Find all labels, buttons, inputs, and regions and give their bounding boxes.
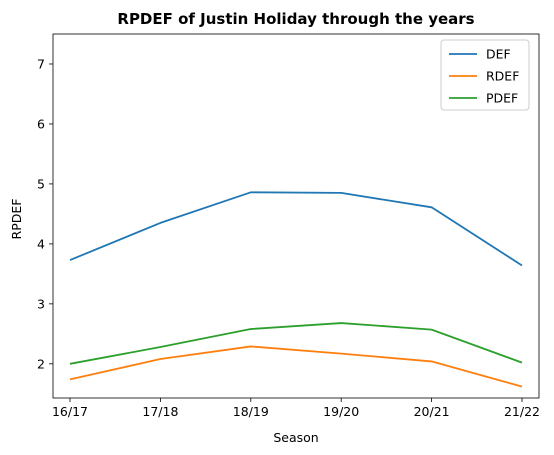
- y-tick-label: 4: [37, 236, 45, 251]
- series-line-def: [69, 191, 523, 267]
- y-tick-label: 2: [37, 356, 45, 371]
- legend-box: [440, 39, 530, 111]
- series-line-rdef: [69, 345, 523, 388]
- x-tick-label: 18/19: [233, 404, 269, 419]
- plot-area: 16/17 17/18 18/19 19/20 20/21 21/22 2 3 4 5 6 7: [37, 33, 540, 419]
- y-tick-label: 7: [37, 56, 45, 71]
- y-tick-label: 3: [37, 296, 45, 311]
- x-tick-label: 19/20: [323, 404, 359, 419]
- series-line-pdef: [69, 322, 523, 365]
- x-axis-label: Season: [273, 430, 318, 445]
- x-tick-label: 17/18: [142, 404, 178, 419]
- x-tick-label: 16/17: [52, 404, 88, 419]
- x-tick-label: 21/22: [504, 404, 540, 419]
- legend-label-def: DEF: [486, 47, 511, 62]
- legend-label-pdef: PDEF: [486, 91, 518, 106]
- y-tick-label: 5: [37, 176, 45, 191]
- y-axis-label: RPDEF: [9, 199, 24, 240]
- axes-frame: [52, 33, 540, 399]
- x-tick-label: 20/21: [414, 404, 450, 419]
- legend: DEF RDEF PDEF: [440, 39, 530, 111]
- y-tick-label: 6: [37, 116, 45, 131]
- legend-label-rdef: RDEF: [486, 69, 519, 84]
- chart-title: RPDEF of Justin Holiday through the year…: [117, 10, 474, 28]
